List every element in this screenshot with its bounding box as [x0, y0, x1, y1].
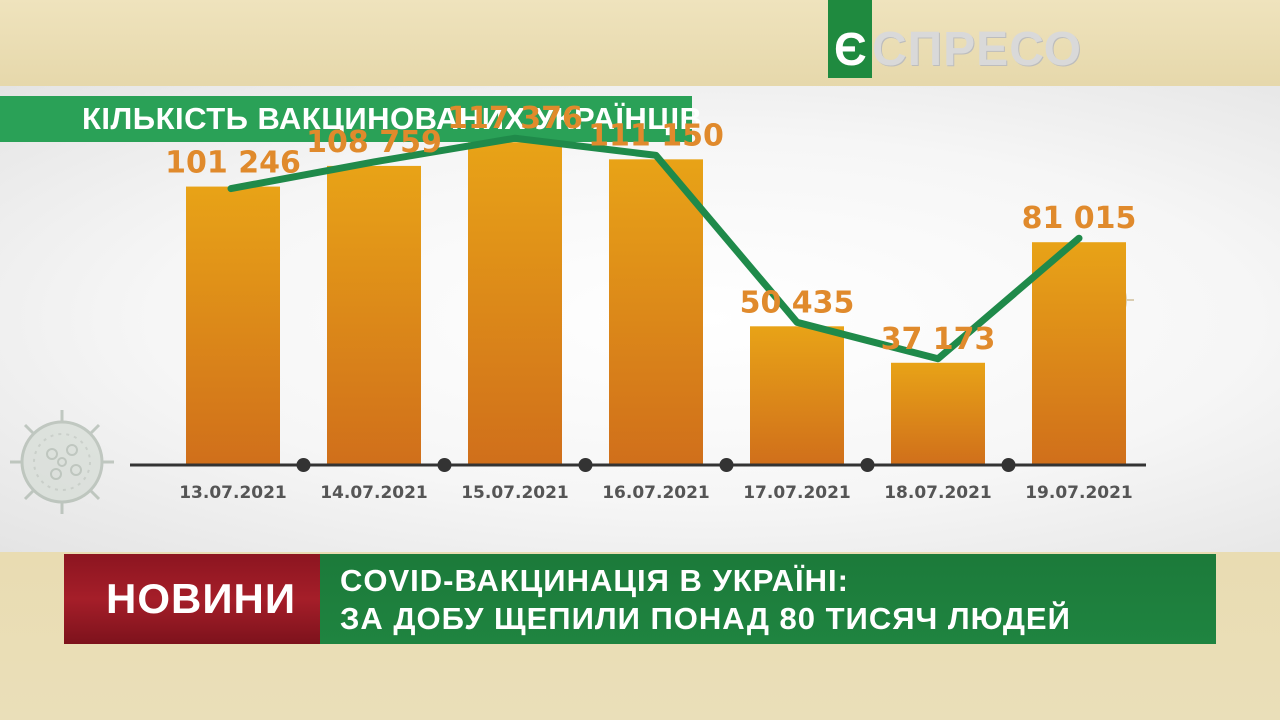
news-label: НОВИНИ	[64, 554, 320, 644]
value-label: 37 173	[881, 322, 996, 357]
x-tick-label: 19.07.2021	[1025, 483, 1133, 503]
bar-17.07.2021	[750, 326, 844, 465]
x-tick-label: 16.07.2021	[602, 483, 710, 503]
bar-14.07.2021	[327, 165, 421, 465]
x-tick-label: 15.07.2021	[461, 483, 569, 503]
x-tick-label: 14.07.2021	[320, 483, 428, 503]
value-label: 111 150	[588, 118, 724, 153]
bar-19.07.2021	[1032, 242, 1126, 465]
chart-title-banner: КІЛЬКІСТЬ ВАКЦИНОВАНИХ УКРАЇНЦІВ	[0, 96, 702, 142]
news-headline: COVID-ВАКЦИНАЦІЯ В УКРАЇНІ: ЗА ДОБУ ЩЕПИ…	[320, 554, 1216, 644]
value-label: 101 246	[165, 146, 301, 181]
x-tick-label: 17.07.2021	[743, 483, 851, 503]
news-label-text: НОВИНИ	[106, 575, 297, 622]
logo-box: Є	[828, 0, 872, 78]
top-background	[0, 0, 1280, 86]
bar-15.07.2021	[468, 142, 562, 465]
x-tick-label: 18.07.2021	[884, 483, 992, 503]
logo-letter: Є	[834, 23, 867, 75]
logo-text: СПРЕСО	[872, 23, 1082, 76]
bar-18.07.2021	[891, 362, 985, 465]
axis-dot	[719, 458, 734, 472]
x-tick-label: 13.07.2021	[179, 483, 287, 503]
bar-16.07.2021	[609, 159, 703, 465]
value-label: 108 759	[306, 125, 442, 160]
axis-dot	[1001, 458, 1016, 472]
value-label: 50 435	[740, 285, 855, 320]
virus-icon	[10, 410, 114, 514]
axis-dot	[578, 458, 593, 472]
headline-line-2: ЗА ДОБУ ЩЕПИЛИ ПОНАД 80 ТИСЯЧ ЛЮДЕЙ	[340, 601, 1071, 636]
axis-dot	[296, 458, 311, 472]
headline-line-1: COVID-ВАКЦИНАЦІЯ В УКРАЇНІ:	[340, 563, 849, 598]
trend-line	[227, 134, 1083, 363]
axis-dot	[860, 458, 875, 472]
value-label: 117 376	[447, 101, 583, 136]
bar-13.07.2021	[186, 186, 280, 466]
value-label: 81 015	[1022, 201, 1137, 236]
chart-title: КІЛЬКІСТЬ ВАКЦИНОВАНИХ УКРАЇНЦІВ	[82, 101, 703, 136]
axis-dot	[437, 458, 452, 472]
